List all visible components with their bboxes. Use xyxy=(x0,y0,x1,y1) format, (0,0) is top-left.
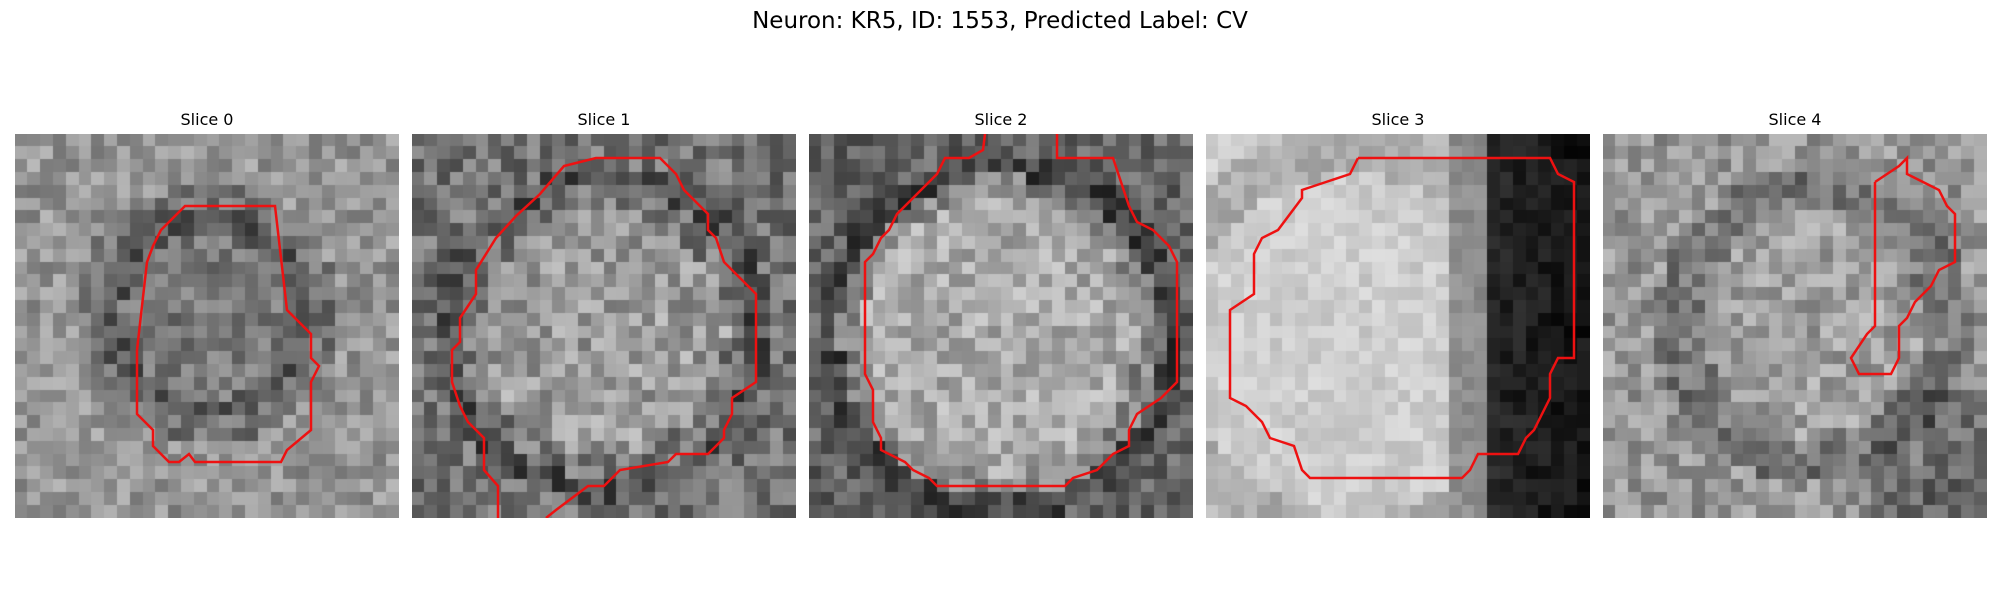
slice-1-title: Slice 1 xyxy=(577,110,631,129)
figure-title: Neuron: KR5, ID: 1553, Predicted Label: … xyxy=(752,8,1248,34)
slice-0-image xyxy=(15,134,399,518)
slice-3-panel xyxy=(1206,134,1590,518)
slice-4-image xyxy=(1603,134,1987,518)
slice-0-panel xyxy=(15,134,399,518)
slice-3-title: Slice 3 xyxy=(1371,110,1425,129)
slice-4-title: Slice 4 xyxy=(1768,110,1822,129)
slice-1-contour xyxy=(450,156,758,518)
slice-0-title: Slice 0 xyxy=(180,110,234,129)
slice-2-image xyxy=(809,134,1193,518)
slice-2-title: Slice 2 xyxy=(974,110,1028,129)
slice-3-image xyxy=(1206,134,1590,518)
slice-1-panel xyxy=(412,134,796,518)
slice-4-panel xyxy=(1603,134,1987,518)
slice-3-contour xyxy=(1228,156,1576,480)
slice-2-contour xyxy=(863,134,1179,488)
slice-0-contour xyxy=(135,204,321,464)
slice-1-image xyxy=(412,134,796,518)
slice-4-contour xyxy=(1849,154,1957,376)
slice-2-panel xyxy=(809,134,1193,518)
